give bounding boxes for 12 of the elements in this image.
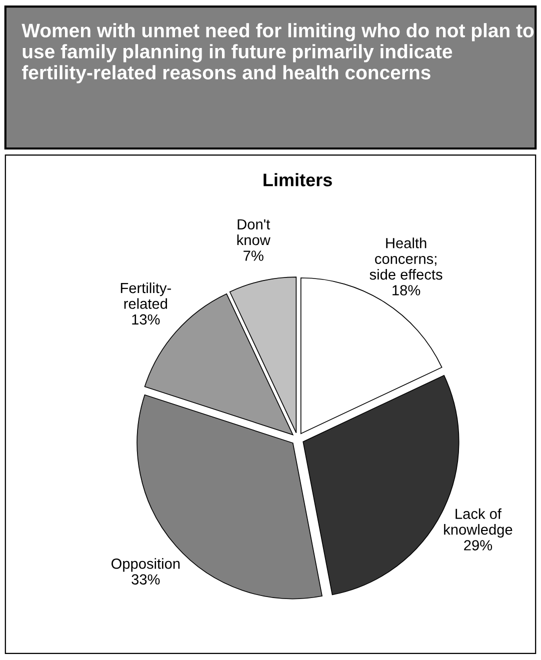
chart-title: Women with unmet need for limiting who do not plan to use family planning in future primarily indicate fertility-related reasons and health concerns [22,23,534,84]
slice-label: Health concerns; side effects [370,238,442,280]
data-label: 29% [464,540,492,550]
slice-label: Don't know [237,219,270,246]
data-label: 7% [244,250,264,261]
data-label: 13% [132,314,160,325]
data-label: 18% [392,285,420,296]
slice-label: Opposition [111,558,180,572]
slice-label: Lack of knowledge [444,508,512,538]
slice-label: Fertility- related [120,282,171,309]
chart-subtitle: Limiters [264,173,332,186]
data-label: 33% [132,574,160,585]
